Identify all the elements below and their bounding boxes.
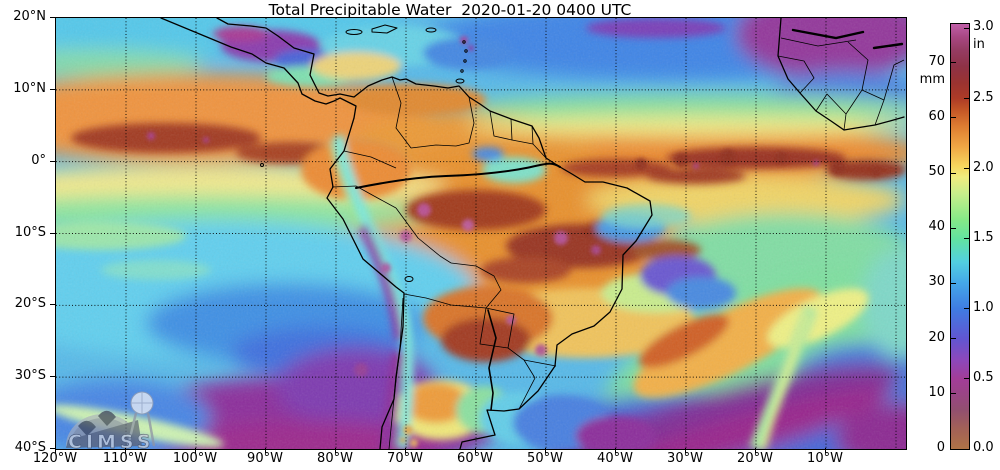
colorbar-in-label: 3.0 xyxy=(973,19,994,35)
colorbar-in-tick xyxy=(964,238,969,240)
lat-tick-label: 20°S xyxy=(14,296,46,312)
lon-tick-label: 100°W xyxy=(172,451,218,466)
graticule xyxy=(56,18,906,449)
lat-tick-mark xyxy=(50,232,55,234)
lon-tick-mark xyxy=(405,448,406,453)
colorbar-in-tick xyxy=(964,448,969,450)
colorbar-unit-mm: mm xyxy=(919,71,945,87)
colorbar-mm-label: 50 xyxy=(928,164,945,180)
lon-tick-label: 110°W xyxy=(102,451,148,466)
lon-tick-label: 120°W xyxy=(32,451,78,466)
lat-tick-mark xyxy=(50,160,55,162)
lat-tick-label: 10°N xyxy=(13,80,46,96)
lat-tick-mark xyxy=(50,376,55,378)
colorbar-mm-tick xyxy=(951,448,956,450)
colorbar-mm-label: 0 xyxy=(936,440,945,455)
lon-tick-label: 30°W xyxy=(667,451,703,466)
lon-tick-mark xyxy=(475,448,476,453)
lat-tick-label: 10°S xyxy=(14,224,46,240)
colorbar-mm-tick xyxy=(951,117,956,119)
page-title: Total Precipitable Water 2020-01-20 0400… xyxy=(268,1,632,19)
logo-tower-leg xyxy=(146,412,156,447)
colorbar-mm-label: 70 xyxy=(928,53,945,69)
colorbar-mm-label: 40 xyxy=(928,219,945,235)
logo-tower-leg xyxy=(126,412,138,447)
tpw-raster: CIMSS xyxy=(56,18,906,449)
map-canvas: CIMSS xyxy=(56,18,906,449)
lat-tick-label: 20°N xyxy=(13,9,46,24)
colorbar-unit-in: in xyxy=(973,37,985,53)
colorbar-mm-tick xyxy=(951,282,956,284)
colorbar-in-label: 2.0 xyxy=(973,159,994,175)
country-borders xyxy=(331,37,905,449)
colorbar-mm-tick xyxy=(951,393,956,395)
colorbar-in-tick xyxy=(964,168,969,170)
colorbar-in-tick xyxy=(964,98,969,99)
colorbar-mm-label: 60 xyxy=(928,108,945,124)
logo-dish-icon xyxy=(78,420,96,436)
lon-tick-label: 60°W xyxy=(457,451,493,466)
lon-tick-label: 80°W xyxy=(317,451,353,466)
colorbar-mm-tick xyxy=(951,338,956,340)
colorbar-in-label: 2.5 xyxy=(973,89,994,105)
lon-tick-mark xyxy=(265,448,266,453)
rivers-and-bold-borders xyxy=(355,28,904,411)
lon-tick-label: 10°W xyxy=(807,451,843,466)
logo-text: CIMSS xyxy=(68,431,154,449)
lon-tick-label: 70°W xyxy=(387,451,423,466)
lon-tick-mark xyxy=(545,448,546,453)
colorbar xyxy=(950,23,970,450)
colorbar-mm-label: 30 xyxy=(928,274,945,290)
colorbar-in-tick xyxy=(964,308,969,310)
colorbar-mm-tick xyxy=(951,62,956,64)
lon-tick-mark xyxy=(335,448,336,453)
lat-tick-mark xyxy=(50,17,55,18)
colorbar-in-label: 0.5 xyxy=(973,369,994,385)
lon-tick-mark xyxy=(825,448,826,453)
colorbar-in-tick xyxy=(964,378,969,380)
coastlines xyxy=(160,18,905,449)
lat-tick-mark xyxy=(50,448,55,449)
lat-tick-label: 40°S xyxy=(14,440,46,455)
map-area: CIMSS xyxy=(55,17,907,450)
lon-tick-mark xyxy=(195,448,196,453)
lon-tick-mark xyxy=(755,448,756,453)
lat-tick-label: 30°S xyxy=(14,368,46,384)
lon-tick-mark xyxy=(125,448,126,453)
colorbar-mm-tick xyxy=(951,227,956,229)
lat-tick-mark xyxy=(50,304,55,306)
colorbar-in-label: 1.5 xyxy=(973,229,994,245)
colorbar-in-label: 1.0 xyxy=(973,299,994,315)
logo-dish-icon xyxy=(98,410,116,426)
colorbar-mm-tick xyxy=(951,172,956,174)
lon-tick-label: 90°W xyxy=(247,451,283,466)
lat-tick-label: 0° xyxy=(31,152,46,168)
lon-tick-label: 50°W xyxy=(527,451,563,466)
lon-tick-mark xyxy=(615,448,616,453)
colorbar-mm-label: 20 xyxy=(928,329,945,345)
colorbar-in-tick xyxy=(964,27,969,29)
cimss-logo: CIMSS xyxy=(66,391,156,449)
colorbar-mm-label: 10 xyxy=(928,384,945,400)
lon-tick-label: 40°W xyxy=(597,451,633,466)
colorbar-in-label: 0.0 xyxy=(973,440,994,455)
lon-tick-label: 20°W xyxy=(737,451,773,466)
raster-noise-texture xyxy=(56,18,906,449)
lon-tick-mark xyxy=(55,448,56,453)
lon-tick-mark xyxy=(685,448,686,453)
lat-tick-mark xyxy=(50,88,55,90)
